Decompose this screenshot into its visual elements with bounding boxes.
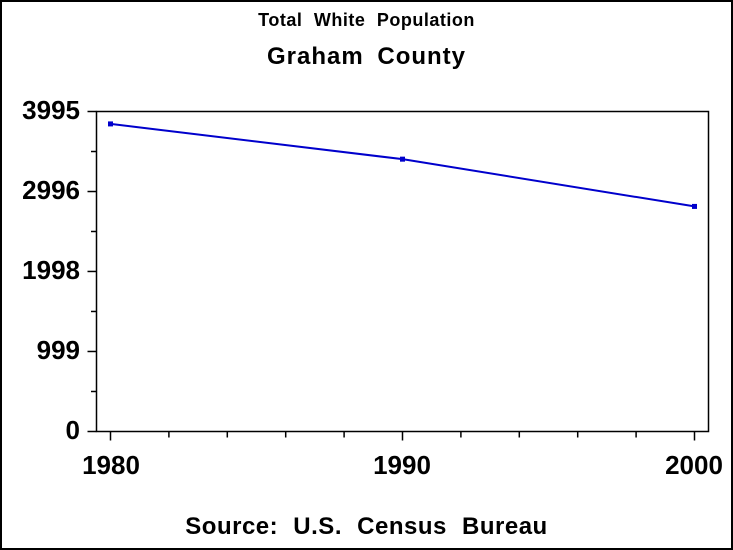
y-tick-label-999: 999 [36, 335, 80, 365]
x-tick-label-1990: 1990 [373, 450, 431, 480]
y-tick-label-3995: 3995 [22, 95, 80, 125]
chart-subtitle: Graham County [266, 43, 467, 70]
data-point-marker [400, 156, 405, 162]
data-line [110, 122, 695, 208]
data-point-marker [108, 121, 113, 127]
y-tick-label-0: 0 [65, 415, 80, 445]
chart-title: Total White Population [258, 10, 475, 30]
y-tick-label-2996: 2996 [22, 175, 80, 205]
x-tick-label-1980: 1980 [82, 450, 140, 480]
data-point-marker [692, 203, 697, 209]
y-tick-label-1998: 1998 [22, 255, 80, 285]
source-caption: Source: U.S. Census Bureau [185, 513, 548, 540]
x-tick-label-2000: 2000 [665, 450, 723, 480]
